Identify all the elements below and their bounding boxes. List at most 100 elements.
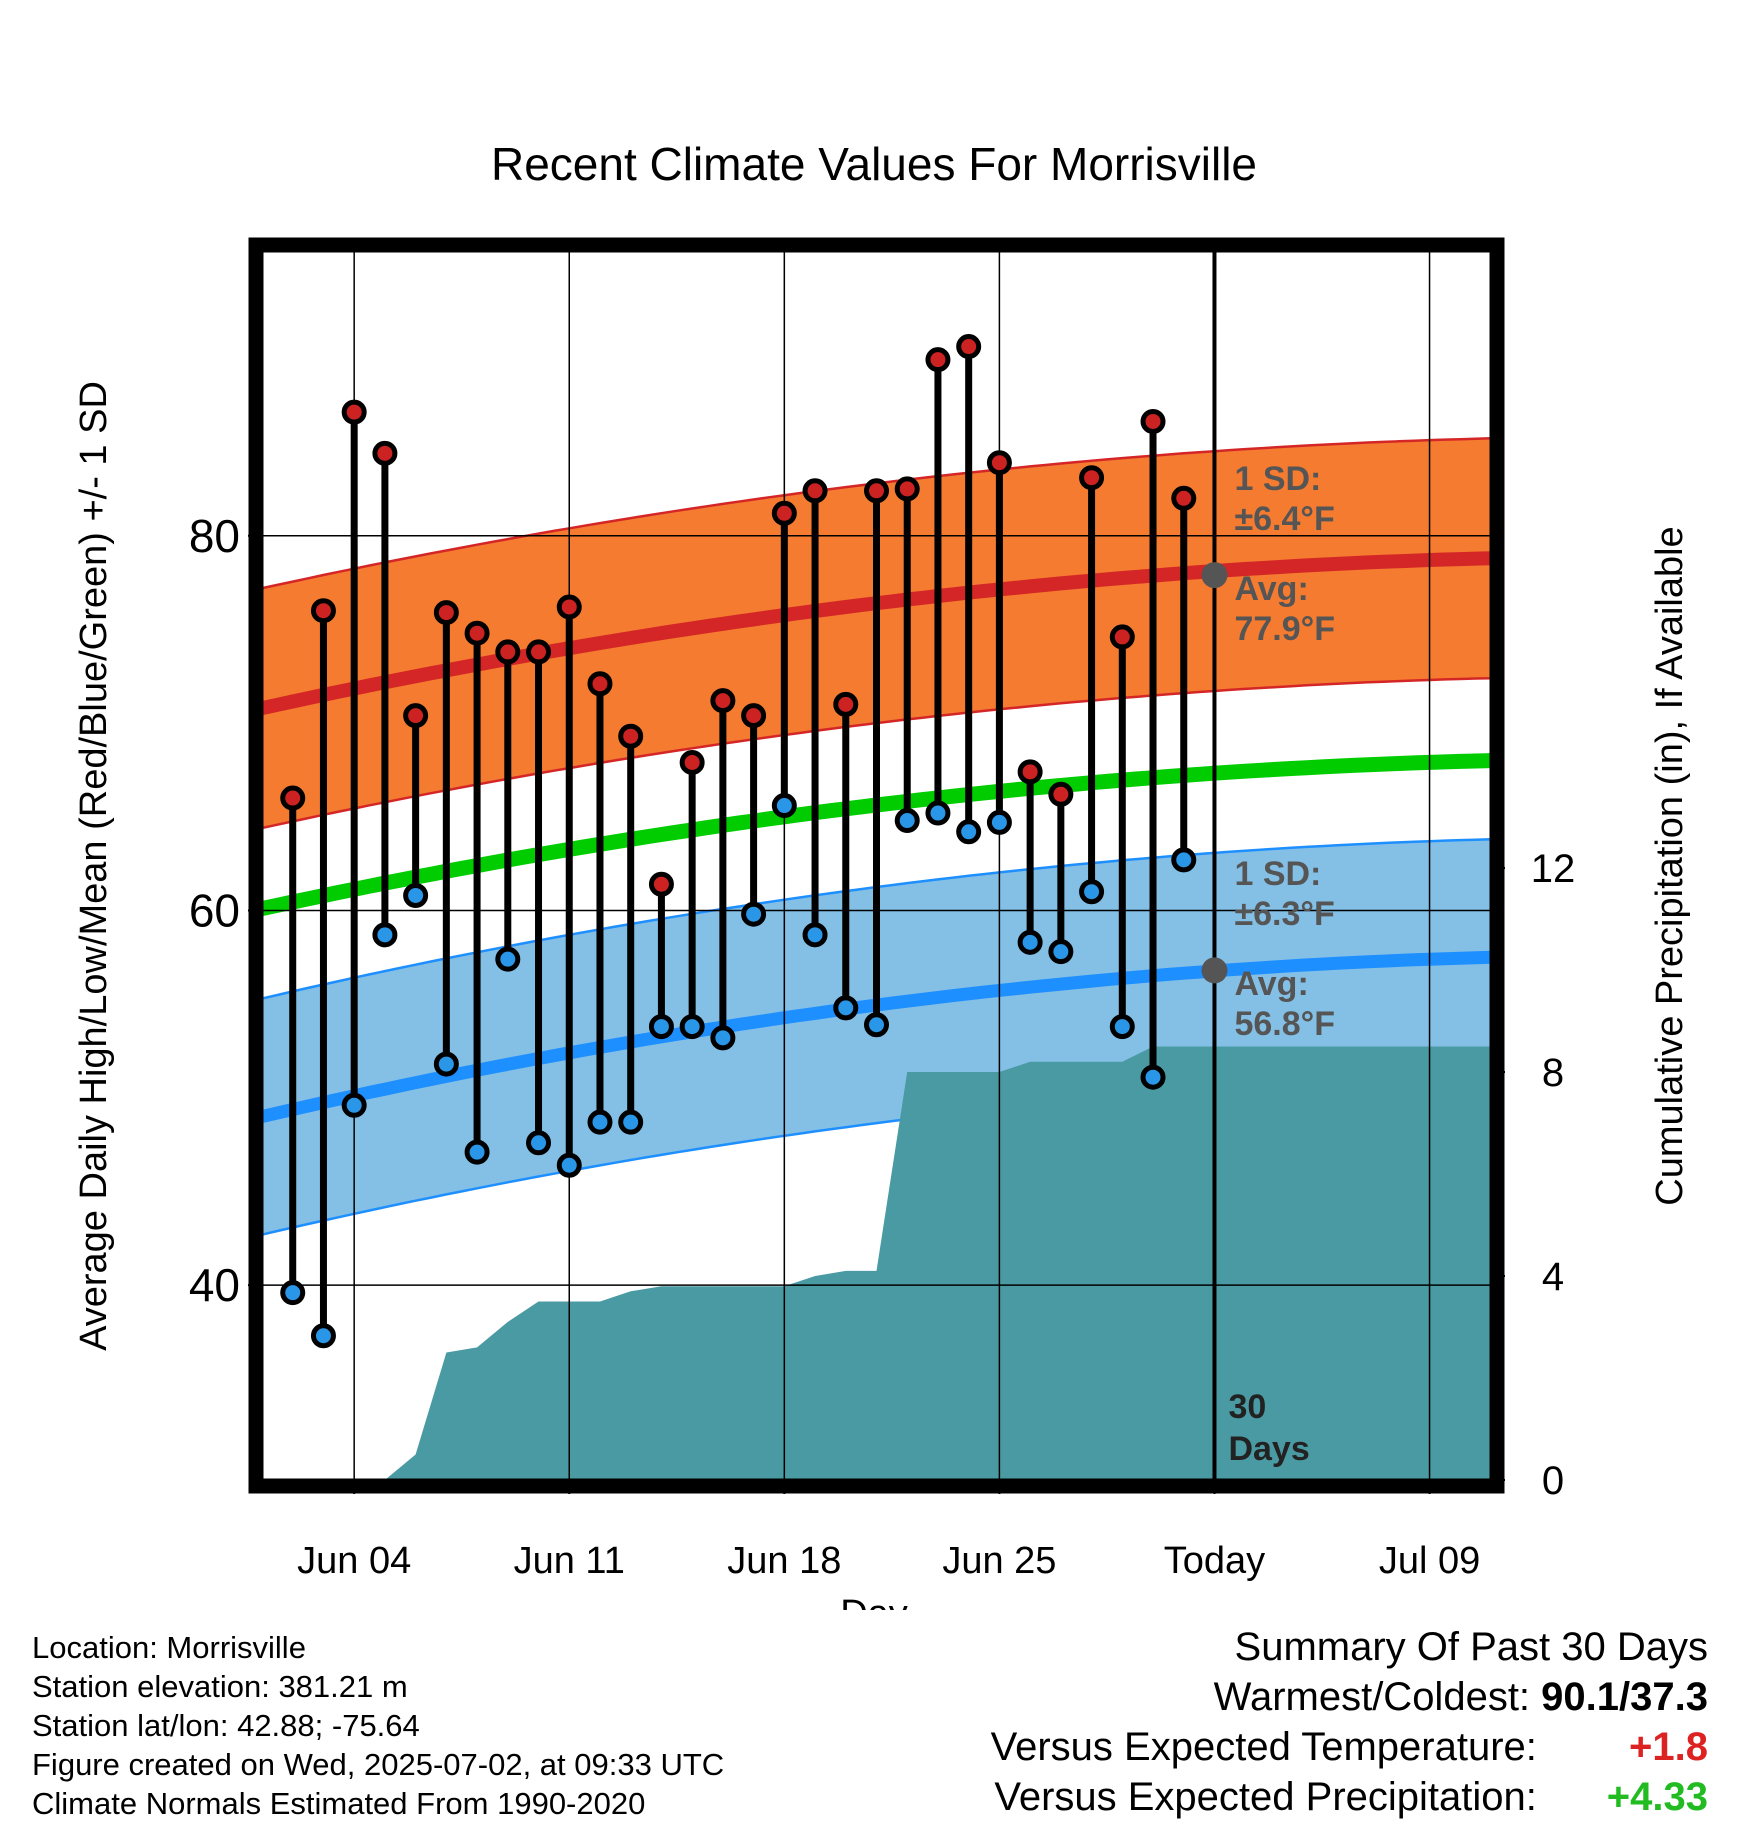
precip-vs-expected-value: +4.33 [1606, 1775, 1708, 1819]
low-temp-point [310, 1323, 336, 1349]
precip-vs-expected-row: Versus Expected Precipitation: +4.33 [991, 1772, 1708, 1822]
high-temp-point [341, 399, 367, 425]
elevation-text: Station elevation: 381.21 m [32, 1669, 408, 1704]
low-temp-point [1048, 939, 1074, 965]
high-avg-marker [1201, 562, 1228, 589]
high-temp-point [403, 703, 429, 729]
x-tick-label: Jun 25 [942, 1540, 1056, 1582]
low-temp-point [495, 946, 521, 972]
high-temp-point [310, 598, 336, 624]
high-temp-point [280, 785, 306, 811]
plot-frame [248, 237, 1505, 1494]
y-tick-label: 40 [189, 1259, 240, 1311]
y-right-tick-label: 8 [1542, 1051, 1564, 1095]
y-axis-label-right: Cumulative Precipitation (in), If Availa… [1649, 526, 1691, 1205]
warmest-coldest-value: 90.1/37.3 [1541, 1675, 1708, 1719]
high-sd-value: ±6.4°F [1234, 500, 1334, 538]
high-temp-point [372, 440, 398, 466]
high-temp-point [648, 871, 674, 897]
low-temp-point [648, 1014, 674, 1040]
high-temp-point [956, 334, 982, 360]
high-temp-point [1109, 624, 1135, 650]
low-temp-point [894, 808, 920, 834]
warmest-coldest-label: Warmest/Coldest: [1213, 1675, 1531, 1719]
low-temp-point [341, 1092, 367, 1118]
y-right-tick-label: 4 [1542, 1255, 1564, 1299]
high-temp-point [833, 691, 859, 717]
low-temp-point [464, 1139, 490, 1165]
plot-area: Jun 04 Jun 11 Jun 18 Jun 25 Today Jul 0940608… [189, 237, 1576, 1582]
precip-vs-expected-label: Versus Expected Precipitation: [994, 1775, 1537, 1819]
low-sd-label: 1 SD: [1234, 855, 1321, 893]
temp-vs-expected-label: Versus Expected Temperature: [990, 1725, 1537, 1769]
summary-panel: Summary Of Past 30 Days Warmest/Coldest:… [991, 1622, 1708, 1822]
high-sd-label: 1 SD: [1234, 460, 1321, 498]
x-tick-label: Jun 11 [514, 1540, 625, 1582]
high-temp-point [864, 478, 889, 504]
low-temp-point [433, 1051, 459, 1077]
low-avg-value: 56.8°F [1234, 1005, 1335, 1043]
x-tick-label: Jun 04 [297, 1540, 411, 1582]
created-text: Figure created on Wed, 2025-07-02, at 09… [32, 1747, 725, 1782]
latlon-text: Station lat/lon: 42.88; -75.64 [32, 1708, 420, 1743]
high-temp-point [1140, 408, 1166, 434]
low-temp-point [925, 800, 951, 826]
y-right-tick-label: 12 [1531, 847, 1576, 891]
low-temp-point [618, 1109, 644, 1135]
low-temp-point [1017, 929, 1043, 955]
temp-vs-expected-value: +1.8 [1629, 1725, 1708, 1769]
high-temp-point [986, 450, 1012, 476]
high-avg-label: Avg: [1234, 570, 1308, 608]
low-temp-point [1079, 879, 1105, 905]
high-temp-point [587, 671, 613, 697]
high-temp-point [433, 600, 459, 626]
days-count-label: 30 [1228, 1388, 1266, 1426]
high-temp-point [526, 639, 552, 665]
low-temp-point [526, 1130, 552, 1156]
low-temp-point [710, 1025, 736, 1051]
low-temp-point [802, 922, 828, 948]
low-avg-label: Avg: [1234, 965, 1308, 1003]
low-temp-point [587, 1109, 613, 1135]
high-temp-point [802, 478, 828, 504]
climate-chart: Recent Climate Values For Morrisville Ju… [73, 138, 1691, 1610]
warmest-coldest-row: Warmest/Coldest: 90.1/37.3 [991, 1672, 1708, 1722]
low-temp-point [833, 995, 859, 1021]
high-temp-point [894, 476, 920, 502]
station-info: Location: Morrisville Station elevation:… [32, 1628, 724, 1823]
high-temp-point [741, 703, 767, 729]
high-temp-point [556, 594, 582, 620]
days-word-label: Days [1228, 1430, 1309, 1468]
low-temp-point [956, 819, 982, 845]
low-temp-point [741, 901, 767, 927]
high-avg-value: 77.9°F [1234, 610, 1335, 648]
x-tick-label: Jun 18 [727, 1540, 841, 1582]
low-temp-point [986, 809, 1012, 835]
y-tick-label: 80 [189, 510, 240, 562]
location-text: Location: Morrisville [32, 1630, 306, 1665]
normals-text: Climate Normals Estimated From 1990-2020 [32, 1786, 646, 1821]
high-temp-point [1079, 465, 1105, 491]
x-axis-label: Day [840, 1593, 908, 1610]
low-temp-point [1140, 1064, 1166, 1090]
low-temp-point [403, 882, 429, 908]
low-temp-point [280, 1280, 306, 1306]
chart-title: Recent Climate Values For Morrisville [491, 138, 1257, 190]
y-right-tick-label: 0 [1542, 1459, 1564, 1503]
low-temp-point [1109, 1014, 1135, 1040]
low-temp-point [372, 922, 398, 948]
high-temp-point [771, 500, 797, 526]
x-tick-label: Jul 09 [1379, 1540, 1480, 1582]
high-temp-point [464, 620, 490, 646]
low-sd-value: ±6.3°F [1234, 895, 1334, 933]
low-temp-point [679, 1014, 705, 1040]
y-tick-label: 60 [189, 884, 240, 936]
high-temp-point [618, 723, 644, 749]
x-tick-label: Today [1164, 1540, 1265, 1582]
high-temp-point [1017, 759, 1043, 785]
low-temp-point [771, 793, 797, 819]
summary-title: Summary Of Past 30 Days [1234, 1625, 1708, 1669]
high-temp-point [925, 347, 951, 373]
high-temp-point [1048, 781, 1074, 807]
high-temp-point [679, 749, 705, 775]
